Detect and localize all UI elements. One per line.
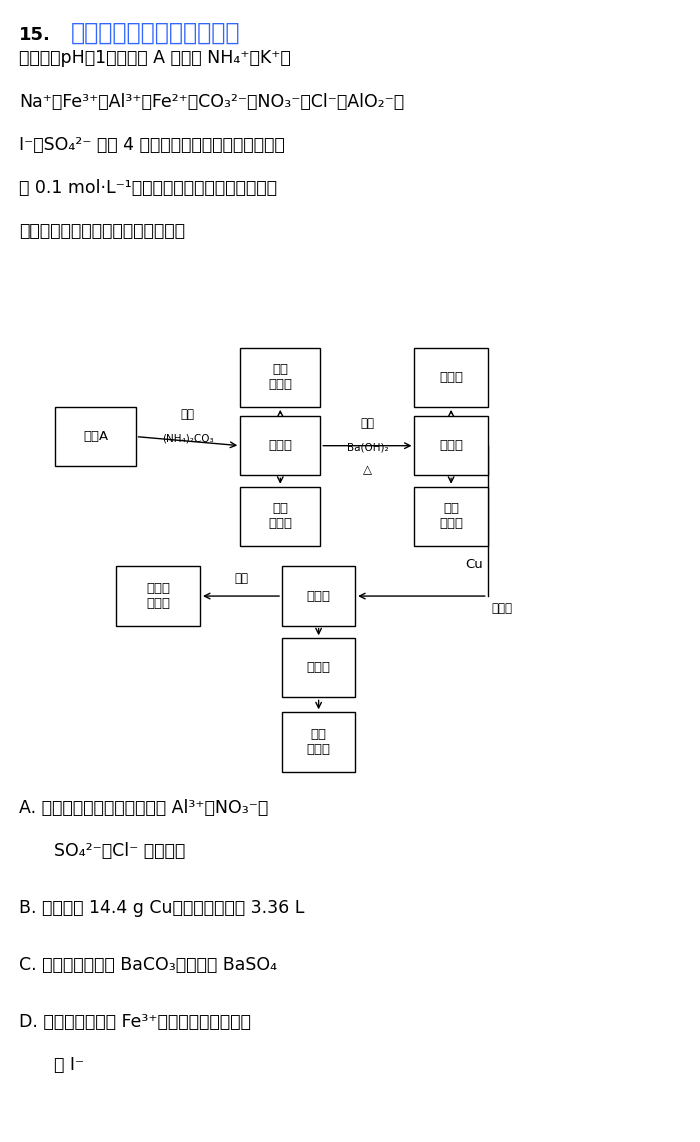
Text: A. 溶液中一定有上述离子中的 Al³⁺、NO₃⁻、: A. 溶液中一定有上述离子中的 Al³⁺、NO₃⁻、 (19, 799, 268, 817)
Text: 气体乙: 气体乙 (439, 371, 463, 384)
Text: C. 沉淀乙中一定有 BaCO₃，可能有 BaSO₄: C. 沉淀乙中一定有 BaCO₃，可能有 BaSO₄ (19, 956, 277, 974)
Text: Ba(OH)₂: Ba(OH)₂ (346, 442, 389, 452)
FancyBboxPatch shape (282, 713, 355, 772)
Text: 溶液乙: 溶液乙 (439, 440, 463, 452)
Text: I⁻、SO₄²⁻ 中的 4 种，且各离子的物质的量浓度均: I⁻、SO₄²⁻ 中的 4 种，且各离子的物质的量浓度均 (19, 136, 285, 154)
FancyBboxPatch shape (282, 638, 355, 698)
Text: 溶液甲: 溶液甲 (268, 440, 293, 452)
FancyBboxPatch shape (240, 486, 321, 546)
Text: 过量: 过量 (181, 408, 195, 420)
Text: 无色
气体甲: 无色 气体甲 (268, 363, 293, 392)
Text: Na⁺、Fe³⁺、Al³⁺、Fe²⁺、CO₃²⁻、NO₃⁻、Cl⁻、AlO₂⁻、: Na⁺、Fe³⁺、Al³⁺、Fe²⁺、CO₃²⁻、NO₃⁻、Cl⁻、AlO₂⁻、 (19, 93, 404, 111)
Text: 过量: 过量 (360, 417, 374, 429)
Text: 红棕色
气体丁: 红棕色 气体丁 (146, 582, 170, 610)
Text: (NH₄)₂CO₃: (NH₄)₂CO₃ (162, 433, 214, 443)
Text: 微信公众号关注：趣找答案: 微信公众号关注：趣找答案 (71, 21, 241, 45)
Text: 白色
沉淀丙: 白色 沉淀丙 (307, 727, 330, 756)
FancyBboxPatch shape (55, 407, 136, 466)
Text: 白色
沉淀乙: 白色 沉淀乙 (439, 502, 463, 530)
FancyBboxPatch shape (282, 566, 355, 626)
FancyBboxPatch shape (116, 566, 200, 626)
Text: 气体丙: 气体丙 (307, 589, 330, 603)
FancyBboxPatch shape (414, 486, 488, 546)
Text: 白色
沉淀甲: 白色 沉淀甲 (268, 502, 293, 530)
Text: △: △ (363, 463, 372, 476)
Text: 空气: 空气 (234, 572, 248, 585)
Text: Cu: Cu (465, 558, 482, 571)
FancyBboxPatch shape (414, 347, 488, 407)
Text: SO₄²⁻、Cl⁻ 四种离子: SO₄²⁻、Cl⁻ 四种离子 (54, 842, 185, 860)
Text: 溶液丙: 溶液丙 (307, 661, 330, 674)
FancyBboxPatch shape (240, 347, 321, 407)
Text: 浓硫酸: 浓硫酸 (491, 602, 512, 614)
FancyBboxPatch shape (414, 416, 488, 475)
Text: 常温下，pH＝1的某溶液 A 中含有 NH₄⁺、K⁺、: 常温下，pH＝1的某溶液 A 中含有 NH₄⁺、K⁺、 (19, 49, 290, 67)
Text: 溶液A: 溶液A (83, 431, 108, 443)
Text: 为 0.1 mol·L⁻¹，现取该溶液进行有关实验，实: 为 0.1 mol·L⁻¹，现取该溶液进行有关实验，实 (19, 179, 276, 198)
FancyBboxPatch shape (240, 416, 321, 475)
Text: D. 溶液中一定没有 Fe³⁺，但无法确定是否含: D. 溶液中一定没有 Fe³⁺，但无法确定是否含 (19, 1013, 251, 1031)
Text: 15.: 15. (19, 26, 50, 45)
Text: 有 I⁻: 有 I⁻ (54, 1056, 84, 1075)
Text: B. 实验消耗 14.4 g Cu，则生成气体丁 3.36 L: B. 实验消耗 14.4 g Cu，则生成气体丁 3.36 L (19, 899, 304, 917)
Text: 验结果如图所示。下列说法正确的是: 验结果如图所示。下列说法正确的是 (19, 223, 185, 241)
